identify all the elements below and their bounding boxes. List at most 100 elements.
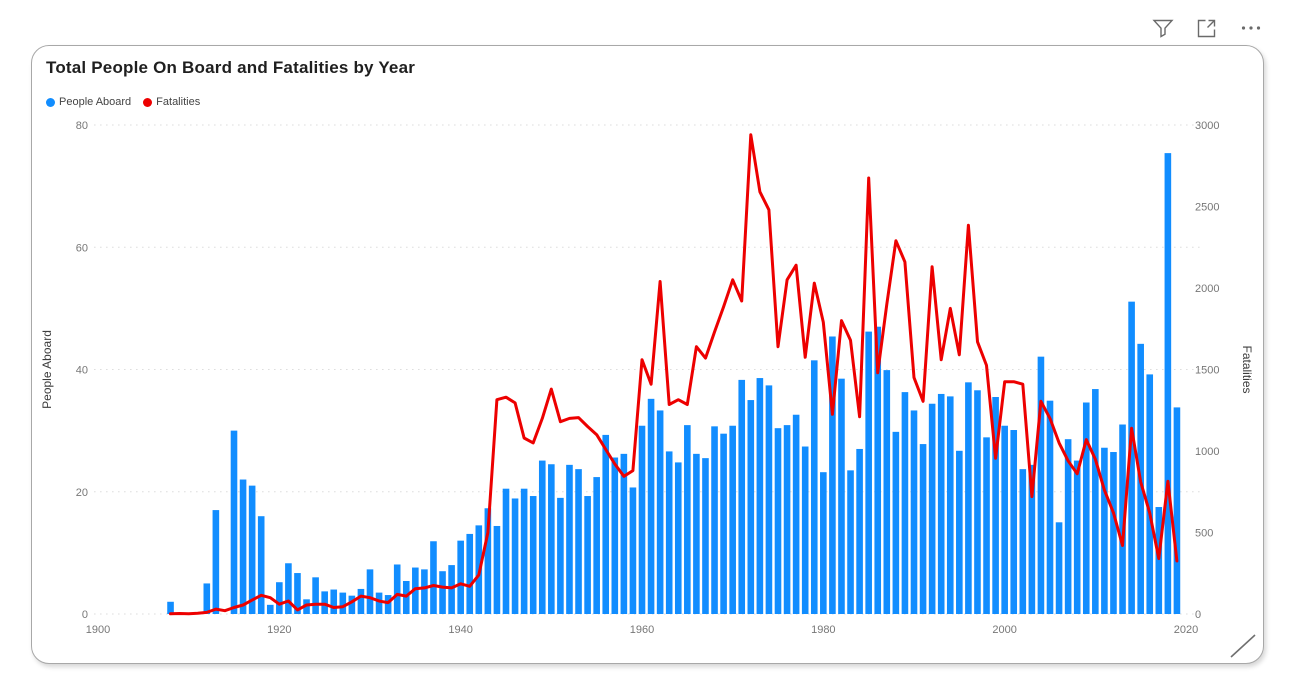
bar-1953[interactable] xyxy=(575,469,582,614)
bar-2011[interactable] xyxy=(1101,447,1108,614)
bar-1966[interactable] xyxy=(693,453,700,614)
bar-2014[interactable] xyxy=(1128,301,1135,614)
bar-1989[interactable] xyxy=(901,392,909,614)
bar-1946[interactable] xyxy=(511,498,519,614)
bar-2010[interactable] xyxy=(1092,389,1099,614)
bar-1965[interactable] xyxy=(684,425,691,614)
bar-1973[interactable] xyxy=(756,378,764,614)
bar-1980[interactable] xyxy=(820,472,827,614)
bar-1945[interactable] xyxy=(502,488,510,614)
bar-1963[interactable] xyxy=(665,451,673,614)
bar-1954[interactable] xyxy=(584,496,591,614)
bar-1949[interactable] xyxy=(538,460,546,614)
bar-1974[interactable] xyxy=(765,385,773,614)
bar-2007[interactable] xyxy=(1064,439,1072,614)
bar-1926[interactable] xyxy=(330,589,338,614)
bar-1944[interactable] xyxy=(493,525,501,614)
bar-1996[interactable] xyxy=(965,382,972,614)
bar-1981[interactable] xyxy=(829,336,836,614)
bar-1992[interactable] xyxy=(928,403,936,614)
bar-1930[interactable] xyxy=(366,569,374,614)
bar-1964[interactable] xyxy=(674,462,682,614)
bar-2018[interactable] xyxy=(1164,153,1172,614)
bar-2009[interactable] xyxy=(1082,402,1090,614)
bar-1933[interactable] xyxy=(393,564,401,614)
bar-1961[interactable] xyxy=(647,398,655,614)
bar-1936[interactable] xyxy=(421,569,428,614)
bar-1922[interactable] xyxy=(294,573,301,614)
filter-icon[interactable] xyxy=(1149,14,1177,42)
bar-1995[interactable] xyxy=(956,450,963,614)
bar-1960[interactable] xyxy=(638,425,646,614)
bar-2003[interactable] xyxy=(1028,464,1036,614)
bar-1931[interactable] xyxy=(375,592,383,614)
bar-1993[interactable] xyxy=(937,393,945,614)
bar-1918[interactable] xyxy=(257,516,265,614)
legend-item-people-aboard[interactable]: People Aboard xyxy=(46,96,131,108)
bar-2002[interactable] xyxy=(1019,469,1027,614)
bar-1997[interactable] xyxy=(974,390,981,614)
bar-1991[interactable] xyxy=(919,444,927,614)
bar-1943[interactable] xyxy=(484,508,492,614)
bar-1925[interactable] xyxy=(321,591,328,614)
bar-1927[interactable] xyxy=(339,592,347,614)
bar-2004[interactable] xyxy=(1037,356,1045,614)
bar-1994[interactable] xyxy=(946,396,954,614)
bar-1952[interactable] xyxy=(566,464,573,614)
bar-1908[interactable] xyxy=(167,601,174,614)
legend-item-fatalities[interactable]: Fatalities xyxy=(143,96,200,108)
bar-2017[interactable] xyxy=(1155,507,1163,614)
bar-1937[interactable] xyxy=(430,541,437,614)
bar-1938[interactable] xyxy=(439,571,446,614)
bar-1984[interactable] xyxy=(856,448,863,614)
bar-1939[interactable] xyxy=(448,565,455,614)
bar-1948[interactable] xyxy=(529,496,537,614)
bar-1916[interactable] xyxy=(239,479,247,614)
bar-1913[interactable] xyxy=(212,510,220,614)
bar-1947[interactable] xyxy=(520,488,528,614)
bar-2001[interactable] xyxy=(1010,430,1018,614)
bar-1950[interactable] xyxy=(548,464,555,614)
focus-mode-icon[interactable] xyxy=(1193,14,1221,42)
bar-1979[interactable] xyxy=(810,360,818,614)
bar-1935[interactable] xyxy=(412,567,419,614)
bar-1929[interactable] xyxy=(357,588,365,614)
bar-1912[interactable] xyxy=(203,583,211,614)
bar-1928[interactable] xyxy=(348,595,356,614)
chart-canvas[interactable]: 0 20 40 60 80 0 500 1000 1500 2000 2500 3000 1900 192… xyxy=(32,46,1263,663)
bar-2012[interactable] xyxy=(1110,452,1117,614)
bar-2013[interactable] xyxy=(1119,424,1126,614)
bar-1987[interactable] xyxy=(883,370,891,614)
bar-1958[interactable] xyxy=(620,453,628,614)
bar-1976[interactable] xyxy=(783,425,791,614)
bar-1975[interactable] xyxy=(774,428,782,614)
bar-1915[interactable] xyxy=(230,430,238,614)
bar-2016[interactable] xyxy=(1146,374,1154,614)
bar-1956[interactable] xyxy=(602,434,610,614)
bar-2019[interactable] xyxy=(1173,407,1181,614)
bar-2006[interactable] xyxy=(1055,522,1063,614)
more-options-icon[interactable] xyxy=(1237,14,1265,42)
bar-1977[interactable] xyxy=(792,414,800,614)
bar-1967[interactable] xyxy=(702,458,709,614)
bar-1957[interactable] xyxy=(611,457,619,614)
bar-1986[interactable] xyxy=(874,326,882,614)
bar-1921[interactable] xyxy=(285,563,292,614)
bar-1998[interactable] xyxy=(983,437,990,614)
bar-1951[interactable] xyxy=(557,497,564,614)
fatalities-line[interactable] xyxy=(169,133,1179,616)
bar-1982[interactable] xyxy=(838,378,845,614)
bar-1941[interactable] xyxy=(466,533,474,614)
bar-1990[interactable] xyxy=(910,410,918,614)
bar-1978[interactable] xyxy=(801,446,809,614)
bar-1971[interactable] xyxy=(738,379,746,614)
bar-1955[interactable] xyxy=(593,477,600,614)
bar-1972[interactable] xyxy=(747,400,755,614)
bar-2008[interactable] xyxy=(1073,460,1081,614)
bar-1969[interactable] xyxy=(720,433,727,614)
bar-1959[interactable] xyxy=(629,487,637,614)
bar-1988[interactable] xyxy=(892,431,900,614)
bar-1932[interactable] xyxy=(384,595,392,614)
bar-1983[interactable] xyxy=(847,470,854,614)
bar-2005[interactable] xyxy=(1046,400,1054,614)
